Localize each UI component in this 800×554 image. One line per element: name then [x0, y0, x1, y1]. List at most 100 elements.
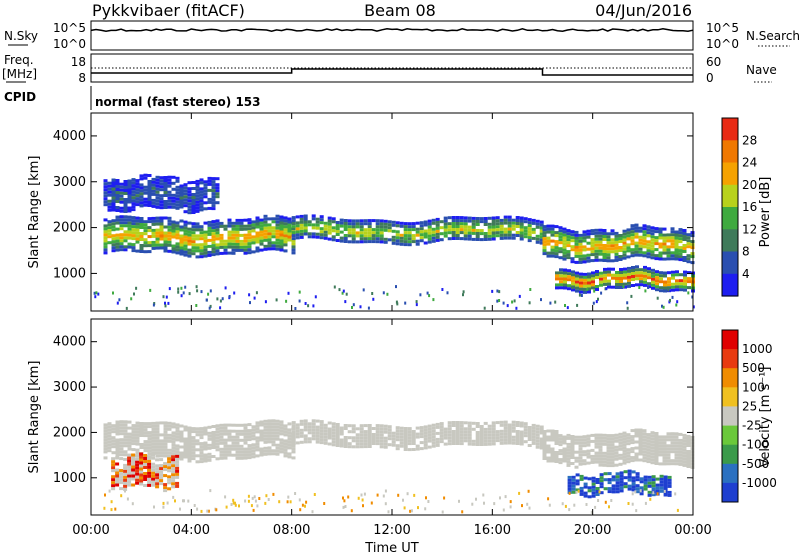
heatmap-cell — [626, 255, 631, 259]
heatmap-cell — [219, 456, 224, 460]
heatmap-cell — [283, 240, 288, 244]
heatmap-cell — [139, 195, 144, 199]
heatmap-cell — [139, 247, 144, 250]
heatmap-cell — [507, 429, 512, 433]
heatmap-cell — [571, 475, 576, 479]
heatmap-cell — [239, 453, 244, 457]
heatmap-cell — [666, 245, 671, 249]
heatmap-cell — [598, 454, 603, 458]
heatmap-cell — [674, 441, 679, 445]
heatmap-cell — [459, 424, 464, 428]
heatmap-cell — [347, 436, 352, 440]
heatmap-cell — [586, 455, 591, 459]
heatmap-cell — [554, 246, 559, 250]
x-tick-label: 00:00 — [72, 523, 109, 538]
heatmap-cell — [183, 446, 188, 450]
heatmap-cell — [179, 202, 184, 206]
heatmap-cell — [155, 222, 160, 226]
heatmap-cell — [539, 223, 544, 227]
heatmap-cell — [583, 491, 588, 495]
heatmap-cell — [662, 453, 667, 457]
heatmap-cell — [554, 225, 559, 229]
heatmap-cell — [527, 227, 532, 231]
heatmap-cell — [630, 236, 635, 240]
heatmap-cell — [367, 427, 372, 430]
heatmap-cell — [151, 421, 156, 425]
heatmap-cell — [179, 457, 184, 461]
heatmap-cell — [658, 236, 663, 240]
heatmap-cell — [187, 211, 192, 215]
heatmap-cell — [123, 230, 128, 234]
heatmap-cell — [255, 454, 260, 458]
heatmap-cell — [651, 481, 656, 485]
heatmap-cell — [131, 199, 136, 203]
heatmap-cell — [123, 463, 128, 467]
heatmap-cell — [568, 491, 571, 495]
heatmap-cell — [511, 435, 516, 439]
heatmap-cell — [182, 291, 185, 295]
heatmap-cell — [686, 462, 691, 465]
heatmap-cell — [183, 425, 188, 429]
heatmap-cell — [107, 232, 112, 236]
heatmap-cell — [319, 423, 324, 427]
heatmap-cell — [451, 421, 456, 424]
heatmap-cell — [558, 247, 563, 251]
heatmap-cell — [630, 429, 635, 433]
heatmap-cell — [120, 494, 123, 498]
heatmap-cell — [574, 465, 579, 469]
heatmap-cell — [678, 462, 683, 466]
heatmap-cell — [479, 217, 484, 221]
heatmap-cell — [650, 443, 655, 447]
heatmap-cell — [254, 499, 257, 503]
heatmap-cell — [151, 246, 156, 250]
heatmap-cell — [535, 433, 540, 437]
heatmap-cell — [171, 193, 176, 197]
heatmap-cell — [678, 441, 683, 445]
heatmap-cell — [578, 293, 581, 297]
heatmap-cell — [251, 235, 256, 239]
heatmap-cell — [495, 228, 500, 232]
heatmap-cell — [253, 495, 256, 499]
heatmap-cell — [676, 508, 679, 512]
heatmap-cell — [574, 441, 579, 445]
heatmap-cell — [423, 431, 428, 435]
heatmap-cell — [231, 441, 236, 445]
heatmap-cell — [387, 223, 392, 227]
heatmap-cell — [686, 239, 691, 243]
heatmap-cell — [255, 442, 260, 446]
heatmap-cell — [670, 239, 675, 243]
heatmap-cell — [678, 255, 683, 259]
heatmap-cell — [359, 424, 364, 428]
heatmap-cell — [529, 288, 532, 291]
heatmap-cell — [546, 236, 551, 240]
heatmap-cell — [423, 443, 428, 447]
heatmap-cell — [143, 250, 148, 254]
heatmap-cell — [586, 229, 591, 233]
heatmap-cell — [603, 273, 607, 277]
heatmap-cell — [622, 434, 627, 438]
heatmap-cell — [255, 427, 260, 431]
heatmap-cell — [143, 484, 148, 487]
heatmap-cell — [239, 245, 244, 249]
heatmap-cell — [666, 435, 671, 439]
heatmap-cell — [298, 498, 301, 502]
heatmap-cell — [639, 492, 644, 496]
heatmap-cell — [606, 244, 611, 248]
heatmap-cell — [279, 215, 284, 219]
heatmap-cell — [215, 448, 220, 452]
heatmap-cell — [682, 448, 687, 452]
heatmap-cell — [159, 442, 164, 446]
heatmap-cell — [391, 431, 396, 435]
heatmap-cell — [610, 250, 615, 254]
heatmap-cell — [650, 449, 655, 453]
heatmap-cell — [155, 205, 160, 209]
heatmap-cell — [396, 302, 399, 306]
heatmap-cell — [659, 477, 664, 481]
heatmap-cell — [590, 460, 595, 464]
heatmap-cell — [443, 219, 448, 223]
heatmap-cell — [219, 236, 224, 240]
heatmap-cell — [662, 257, 667, 261]
heatmap-cell — [299, 217, 304, 221]
heatmap-cell — [175, 203, 180, 207]
heatmap-cell — [546, 230, 551, 234]
